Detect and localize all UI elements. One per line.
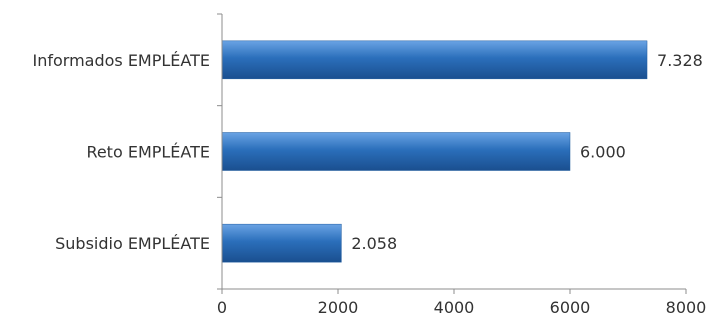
data-label-2: 2.058 — [351, 234, 397, 253]
x-tick-label-4: 8000 — [666, 298, 707, 317]
bar-2 — [221, 223, 342, 263]
category-label-1: Reto EMPLÉATE — [86, 143, 210, 162]
data-label-1: 6.000 — [580, 143, 626, 162]
category-label-2: Subsidio EMPLÉATE — [55, 234, 210, 253]
x-tick-label-1: 2000 — [318, 298, 359, 317]
x-tick-label-0: 0 — [217, 298, 227, 317]
x-tick-label-2: 4000 — [434, 298, 475, 317]
data-label-0: 7.328 — [657, 51, 703, 70]
x-tick-label-3: 6000 — [550, 298, 591, 317]
category-label-0: Informados EMPLÉATE — [32, 51, 210, 70]
bars-layer — [221, 40, 648, 263]
bar-1 — [221, 132, 571, 171]
axes — [217, 13, 687, 294]
labels-layer: Informados EMPLÉATE 7.328 Reto EMPLÉATE 6.0… — [32, 51, 706, 317]
bar-0 — [221, 40, 648, 80]
